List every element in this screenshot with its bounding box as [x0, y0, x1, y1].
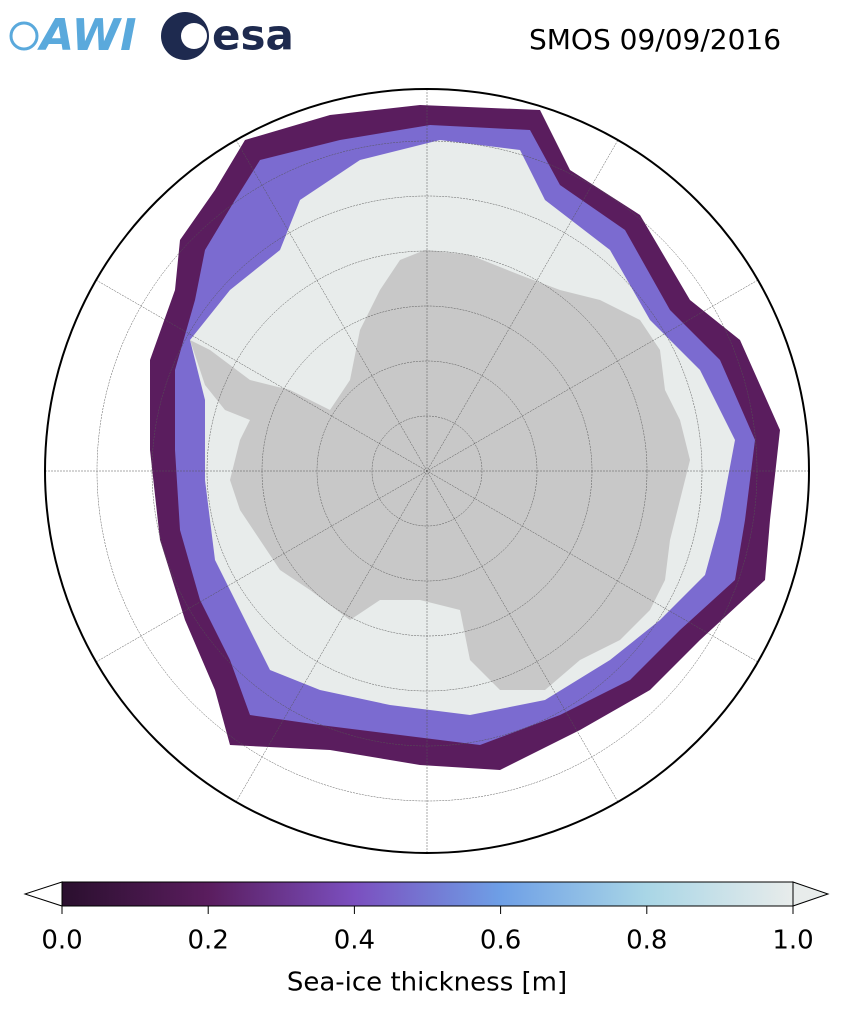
colorbar-tick-label: 0.4 — [334, 926, 375, 956]
logo-esa: esa — [161, 11, 294, 60]
colorbar-tick-label: 0.8 — [626, 926, 667, 956]
logo-awi: AWI — [9, 10, 137, 61]
colorbar-tick-label: 0.0 — [41, 926, 82, 956]
colorbar-extend-high — [792, 881, 830, 907]
logo-awi-text: AWI — [37, 10, 137, 61]
colorbar-tick-label: 0.6 — [480, 926, 521, 956]
antarctica — [190, 250, 690, 690]
colorbar-body — [61, 881, 794, 907]
colorbar-tick-label: 1.0 — [772, 926, 813, 956]
colorbar — [23, 881, 830, 907]
map — [45, 89, 809, 853]
title: SMOS 09/09/2016 — [529, 23, 781, 56]
colorbar-label: Sea-ice thickness [m] — [287, 968, 567, 998]
graticule — [45, 89, 809, 853]
colorbar-tick-label: 0.2 — [188, 926, 229, 956]
colorbar-extend-low — [23, 881, 63, 907]
map-frame — [44, 88, 810, 854]
logo-esa-text: esa — [212, 11, 294, 60]
